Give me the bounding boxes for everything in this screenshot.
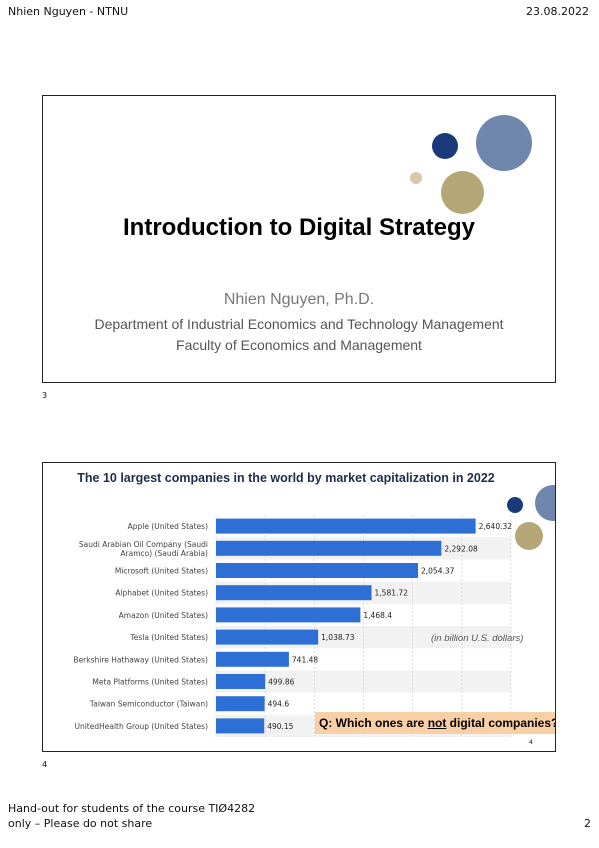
slide-number-3: 3	[42, 391, 48, 400]
category-label: Taiwan Semiconductor (Taiwan)	[89, 700, 208, 709]
slate-circle-decoration	[476, 115, 532, 171]
bar	[216, 585, 372, 601]
bar	[216, 540, 442, 556]
category-label: Saudi Arabian Oil Company (Saudi Aramco) …	[79, 540, 208, 558]
chart-title: The 10 largest companies in the world by…	[77, 471, 495, 485]
faculty-line: Faculty of Economics and Management	[176, 337, 422, 353]
bar-chart: 2,640.32 Apple (United States) 2,292.08 Sau…	[73, 515, 513, 737]
category-label: Berkshire Hathaway (United States)	[73, 655, 208, 664]
value-label: 741.48	[292, 655, 318, 664]
department-line: Department of Industrial Economics and T…	[94, 316, 504, 332]
navy-circle-decoration	[432, 133, 458, 159]
question-text-end: digital companies?	[446, 716, 556, 730]
slide-number-4: 4	[42, 760, 48, 769]
question-text-emphasis: not	[427, 716, 447, 730]
slide-chart: The 10 largest companies in the world by…	[42, 462, 556, 752]
bar	[216, 629, 319, 645]
question-text-start: Q: Which ones are	[319, 716, 428, 730]
bar	[216, 674, 266, 689]
unit-note: (in billion U.S. dollars)	[431, 633, 524, 644]
bar	[216, 563, 419, 578]
value-label: 1,581.72	[375, 589, 409, 598]
footer-note: Hand-out for students of the course TIØ4…	[8, 801, 255, 831]
category-label: Microsoft (United States)	[115, 567, 208, 576]
page-number: 2	[584, 817, 591, 830]
bar	[216, 696, 265, 712]
row-band	[216, 670, 511, 693]
value-label: 2,292.08	[444, 544, 478, 553]
slide-title: Introduction to Digital Strategy Nhien N…	[42, 95, 556, 383]
footer-line-1: Hand-out for students of the course TIØ4…	[8, 802, 256, 815]
value-label: 1,038.73	[321, 633, 355, 642]
category-label: Apple (United States)	[128, 522, 208, 531]
value-label: 494.6	[268, 700, 290, 709]
bar	[216, 651, 289, 667]
inner-slide-number: 4	[529, 739, 533, 746]
category-label: Tesla (United States)	[129, 633, 208, 642]
slate-circle-decoration	[535, 485, 555, 521]
author-name: Nhien Nguyen, Ph.D.	[223, 291, 375, 308]
bar	[216, 518, 476, 534]
value-label: 499.86	[268, 678, 294, 687]
gold-circle-decoration	[515, 522, 543, 550]
bar	[216, 607, 361, 623]
category-label: Alphabet (United States)	[115, 589, 208, 598]
question-box: Q: Which ones are not digital companies?	[315, 712, 556, 734]
header-date: 23.08.2022	[526, 5, 589, 18]
value-label: 1,468.4	[363, 611, 392, 620]
value-label: 490.15	[267, 722, 293, 731]
value-label: 2,054.37	[421, 567, 455, 576]
gold-circle-decoration	[441, 171, 484, 214]
header-author: Nhien Nguyen - NTNU	[8, 5, 129, 18]
navy-circle-decoration	[507, 497, 523, 513]
category-label: Amazon (United States)	[119, 611, 208, 620]
footer-line-2: only – Please do not share	[8, 817, 153, 830]
beige-circle-decoration	[410, 172, 422, 184]
slide-title-text: Introduction to Digital Strategy	[123, 214, 475, 241]
bar	[216, 718, 265, 734]
category-label: Meta Platforms (United States)	[92, 678, 208, 687]
category-label: UnitedHealth Group (United States)	[74, 722, 208, 731]
value-label: 2,640.32	[479, 522, 513, 531]
